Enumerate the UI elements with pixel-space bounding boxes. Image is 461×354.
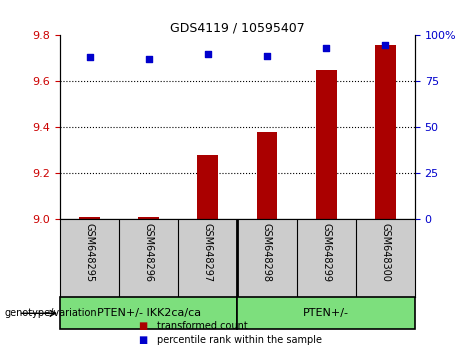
Point: [145, 57, 152, 62]
Text: PTEN+/-: PTEN+/-: [303, 308, 349, 318]
Bar: [375, 45, 396, 219]
Bar: [237, 297, 415, 329]
Point: [382, 42, 389, 47]
Text: PTEN+/- IKK2ca/ca: PTEN+/- IKK2ca/ca: [97, 308, 201, 318]
Bar: [79, 217, 100, 219]
Text: GSM648295: GSM648295: [84, 223, 95, 282]
Title: GDS4119 / 10595407: GDS4119 / 10595407: [170, 21, 305, 34]
Text: GSM648296: GSM648296: [144, 223, 154, 282]
Point: [322, 45, 330, 51]
Text: genotype/variation: genotype/variation: [5, 308, 97, 318]
Text: GSM648298: GSM648298: [262, 223, 272, 282]
Text: GSM648300: GSM648300: [380, 223, 390, 282]
Bar: [316, 70, 337, 219]
Text: transformed count: transformed count: [157, 321, 248, 331]
Point: [204, 51, 212, 57]
Point: [263, 53, 271, 58]
Bar: [197, 155, 218, 219]
Bar: [257, 132, 278, 219]
Text: percentile rank within the sample: percentile rank within the sample: [157, 335, 322, 345]
Bar: [138, 217, 159, 219]
Text: GSM648297: GSM648297: [203, 223, 213, 282]
Text: GSM648299: GSM648299: [321, 223, 331, 282]
Point: [86, 55, 93, 60]
Text: ■: ■: [138, 335, 148, 345]
Bar: [60, 297, 237, 329]
Text: ■: ■: [138, 321, 148, 331]
